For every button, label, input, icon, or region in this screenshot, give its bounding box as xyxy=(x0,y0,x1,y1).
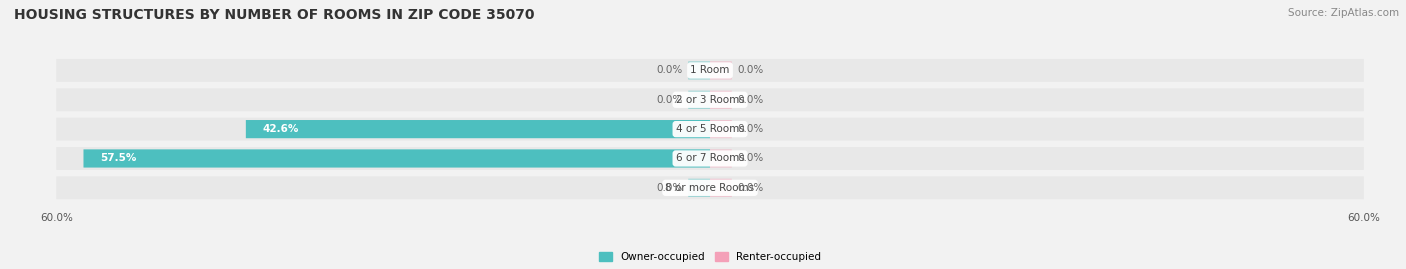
FancyBboxPatch shape xyxy=(83,149,710,168)
FancyBboxPatch shape xyxy=(56,176,1364,199)
Text: 0.0%: 0.0% xyxy=(657,95,683,105)
FancyBboxPatch shape xyxy=(710,149,731,168)
Text: HOUSING STRUCTURES BY NUMBER OF ROOMS IN ZIP CODE 35070: HOUSING STRUCTURES BY NUMBER OF ROOMS IN… xyxy=(14,8,534,22)
Text: 42.6%: 42.6% xyxy=(262,124,298,134)
FancyBboxPatch shape xyxy=(56,59,1364,82)
FancyBboxPatch shape xyxy=(56,88,1364,111)
FancyBboxPatch shape xyxy=(710,91,731,109)
FancyBboxPatch shape xyxy=(689,91,710,109)
Text: 0.0%: 0.0% xyxy=(657,65,683,75)
FancyBboxPatch shape xyxy=(689,179,710,197)
Text: 2 or 3 Rooms: 2 or 3 Rooms xyxy=(676,95,744,105)
Text: 0.0%: 0.0% xyxy=(737,154,763,164)
Legend: Owner-occupied, Renter-occupied: Owner-occupied, Renter-occupied xyxy=(595,247,825,266)
FancyBboxPatch shape xyxy=(689,61,710,80)
Text: 57.5%: 57.5% xyxy=(100,154,136,164)
Text: 4 or 5 Rooms: 4 or 5 Rooms xyxy=(676,124,744,134)
Text: 6 or 7 Rooms: 6 or 7 Rooms xyxy=(676,154,744,164)
Text: 0.0%: 0.0% xyxy=(737,124,763,134)
Text: 0.0%: 0.0% xyxy=(657,183,683,193)
FancyBboxPatch shape xyxy=(710,179,731,197)
Text: 8 or more Rooms: 8 or more Rooms xyxy=(665,183,755,193)
FancyBboxPatch shape xyxy=(56,118,1364,141)
Text: 1 Room: 1 Room xyxy=(690,65,730,75)
FancyBboxPatch shape xyxy=(56,147,1364,170)
Text: Source: ZipAtlas.com: Source: ZipAtlas.com xyxy=(1288,8,1399,18)
Text: 0.0%: 0.0% xyxy=(737,183,763,193)
Text: 0.0%: 0.0% xyxy=(737,65,763,75)
Text: 0.0%: 0.0% xyxy=(737,95,763,105)
FancyBboxPatch shape xyxy=(246,120,710,138)
FancyBboxPatch shape xyxy=(710,61,731,80)
FancyBboxPatch shape xyxy=(710,120,731,138)
